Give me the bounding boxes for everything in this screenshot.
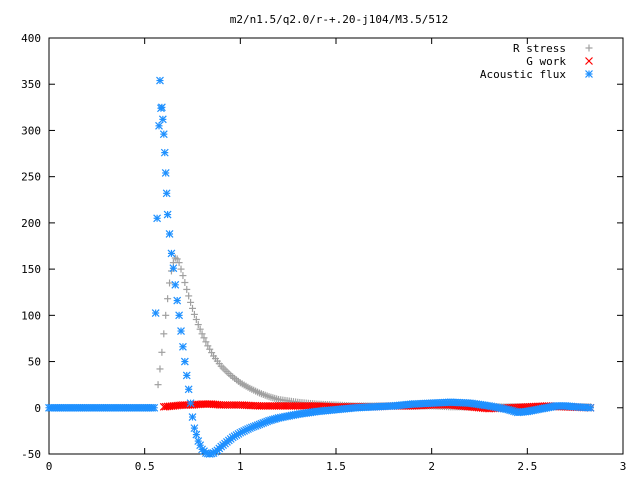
- legend-label: G work: [526, 55, 566, 68]
- data-point: [177, 327, 185, 335]
- data-point: [184, 385, 193, 394]
- x-tick-label: 2: [428, 460, 435, 473]
- data-point: [165, 230, 174, 238]
- data-point: [157, 103, 166, 112]
- data-point: [156, 365, 164, 373]
- y-tick-label: 0: [34, 402, 41, 415]
- legend-marker: [585, 70, 593, 78]
- y-tick-label: 200: [21, 217, 41, 230]
- data-point: [190, 424, 199, 433]
- axis-ticks: [48, 37, 624, 455]
- x-tick-label: 3: [620, 460, 627, 473]
- data-point: [159, 130, 168, 139]
- series-layer: [45, 76, 595, 458]
- data-point: [160, 330, 168, 338]
- y-tick-label: 400: [21, 32, 41, 45]
- data-point: [194, 321, 202, 329]
- data-point: [173, 296, 182, 305]
- plot-frame: [48, 37, 624, 455]
- data-point: [187, 298, 195, 306]
- data-point: [175, 259, 183, 267]
- tick-labels: 0 0.5 1 1.5 2 2.5 3 -50 0 50 100 150 200 250 300 350 400: [21, 32, 626, 473]
- x-tick-label: 0.5: [135, 460, 155, 473]
- data-point: [155, 121, 163, 130]
- legend-marker: [585, 57, 593, 65]
- series-2-points: [45, 76, 595, 458]
- data-point: [171, 280, 180, 289]
- data-point: [190, 310, 198, 318]
- legend-label: Acoustic flux: [480, 68, 566, 81]
- data-point: [183, 285, 191, 293]
- data-point: [179, 342, 187, 351]
- legend-label: R stress: [513, 42, 566, 55]
- data-point: [188, 413, 197, 421]
- data-point: [167, 249, 176, 258]
- data-point: [181, 279, 189, 287]
- data-point: [182, 371, 191, 380]
- x-tick-label: 1.5: [326, 460, 346, 473]
- data-point: [150, 403, 159, 412]
- data-point: [198, 330, 206, 338]
- data-point: [153, 214, 162, 223]
- data-point: [177, 265, 185, 273]
- data-point: [175, 311, 184, 320]
- data-point: [166, 279, 174, 287]
- x-tick-label: 2.5: [517, 460, 537, 473]
- data-point: [164, 295, 172, 303]
- data-point: [158, 115, 167, 124]
- data-point: [151, 309, 160, 317]
- data-point: [160, 148, 169, 157]
- data-point: [200, 334, 208, 342]
- series-0-points: [154, 254, 594, 411]
- data-point: [154, 381, 162, 389]
- data-point: [161, 169, 170, 177]
- data-point: [586, 403, 595, 412]
- data-point: [186, 399, 195, 408]
- data-point: [169, 264, 178, 273]
- data-point: [173, 255, 181, 263]
- data-point: [163, 210, 172, 219]
- chart-title: m2/n1.5/q2.0/r-+.20-j104/M3.5/512: [230, 13, 449, 26]
- y-tick-label: 300: [21, 124, 41, 137]
- y-tick-label: 100: [21, 309, 41, 322]
- x-tick-label: 0: [46, 460, 53, 473]
- data-point: [185, 292, 193, 300]
- data-point: [189, 304, 196, 312]
- data-point: [202, 338, 210, 346]
- x-tick-label: 1: [237, 460, 244, 473]
- y-tick-label: 150: [21, 263, 41, 276]
- data-point: [162, 311, 170, 319]
- y-tick-label: 350: [21, 78, 41, 91]
- y-tick-label: 250: [21, 171, 41, 184]
- data-point: [158, 348, 166, 356]
- y-tick-label: -50: [21, 448, 41, 461]
- data-point: [162, 189, 171, 198]
- legend-marker: [585, 44, 593, 52]
- data-point: [192, 315, 200, 323]
- data-point: [156, 76, 164, 85]
- data-point: [192, 430, 201, 439]
- data-point: [179, 272, 187, 280]
- y-tick-label: 50: [28, 356, 41, 369]
- data-point: [196, 325, 204, 333]
- data-point: [180, 357, 189, 366]
